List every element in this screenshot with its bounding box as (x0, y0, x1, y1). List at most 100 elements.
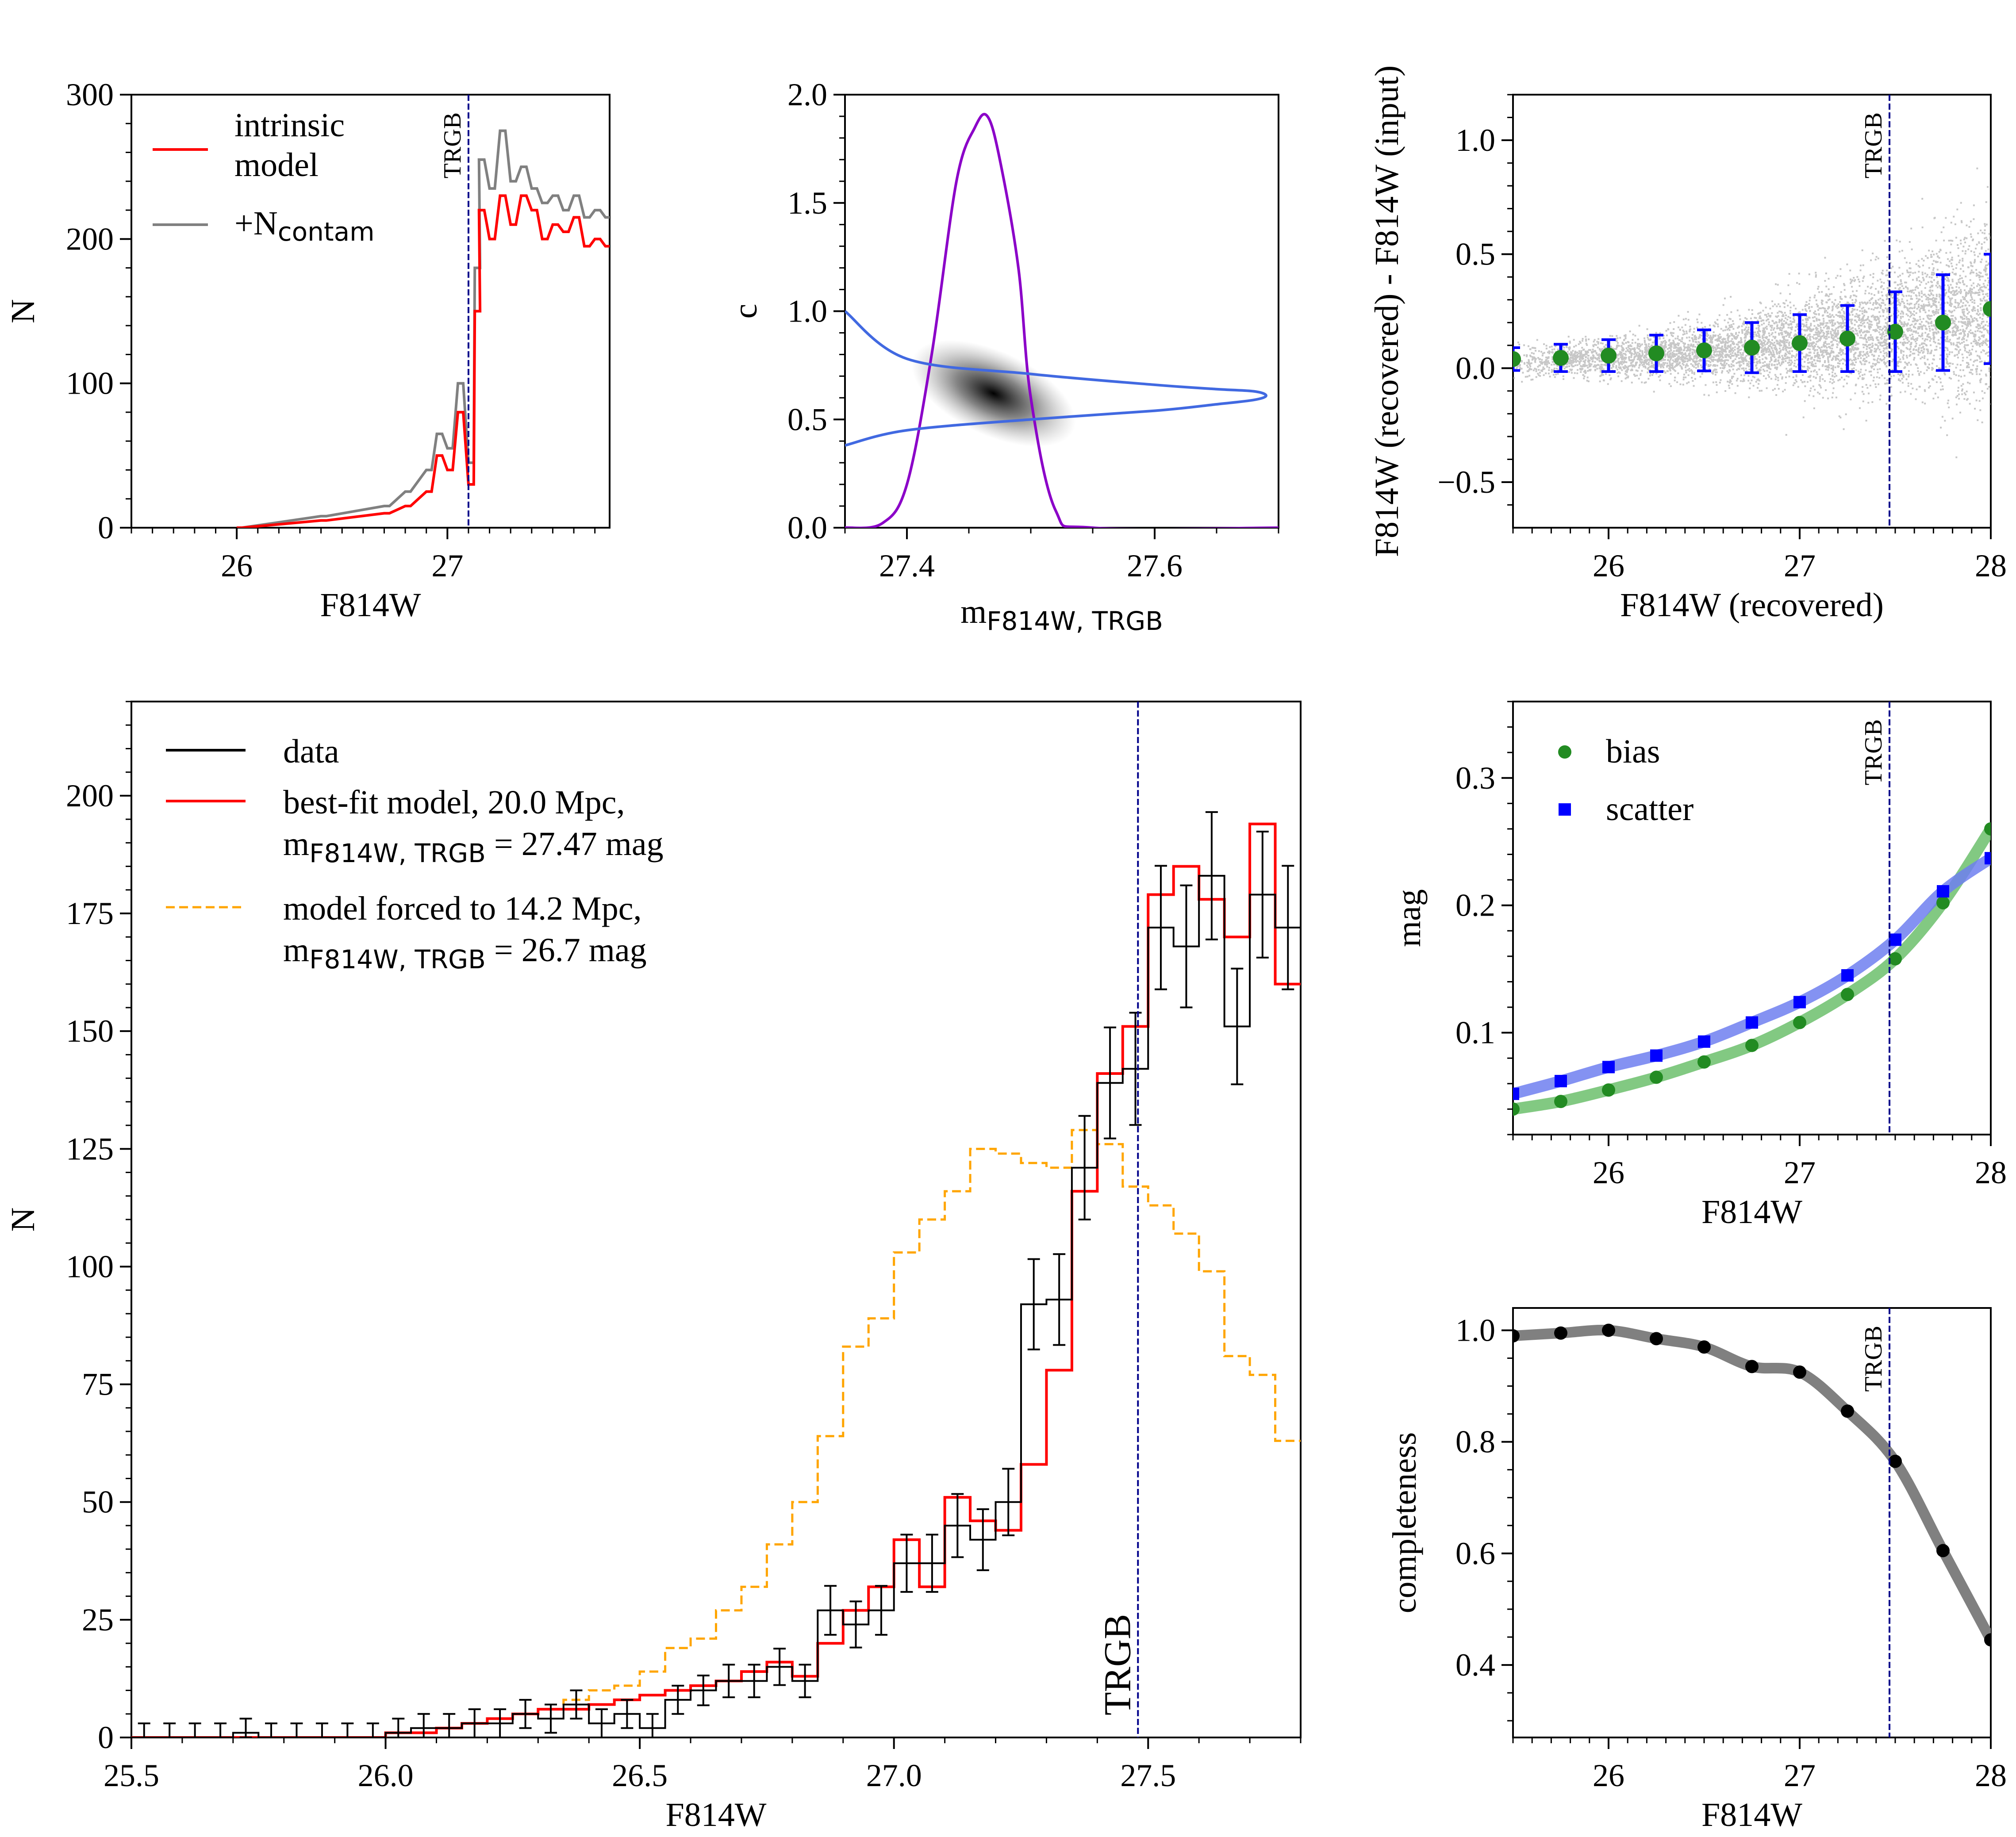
scatter-point (1806, 318, 1809, 320)
scatter-point (1887, 293, 1889, 295)
scatter-point (1839, 298, 1842, 300)
scatter-point (1879, 298, 1882, 300)
scatter-point (1644, 365, 1646, 368)
scatter-point (1758, 383, 1760, 385)
scatter-point (1984, 237, 1986, 239)
scatter-point (1789, 368, 1791, 371)
scatter-point (1746, 323, 1748, 326)
scatter-point (1640, 344, 1642, 346)
scatter-point (1763, 368, 1765, 371)
scatter-point (1809, 296, 1811, 299)
scatter-point (1960, 268, 1962, 270)
scatter-point (1586, 380, 1588, 382)
scatter-point (1919, 386, 1921, 388)
scatter-point (1813, 352, 1815, 354)
scatter-point (1946, 336, 1948, 338)
scatter-point (1528, 375, 1531, 377)
scatter-point (1626, 349, 1628, 351)
scatter-point (1710, 337, 1712, 339)
scatter-point (1712, 335, 1714, 337)
scatter-point (1778, 327, 1781, 330)
scatter-point (1778, 362, 1780, 364)
scatter-point (1648, 358, 1651, 360)
scatter-point (1727, 345, 1729, 347)
scatter-point (1906, 287, 1908, 289)
scatter-point (1875, 319, 1877, 322)
scatter-point (1733, 343, 1735, 345)
scatter-point (1817, 325, 1820, 327)
scatter-point (1576, 364, 1578, 366)
scatter-point (1721, 372, 1723, 374)
scatter-point (1857, 377, 1859, 380)
scatter-point (1757, 339, 1759, 341)
scatter-point (1790, 346, 1793, 349)
scatter-point (1963, 341, 1965, 343)
scatter-point (1941, 271, 1943, 273)
scatter-point (1777, 379, 1779, 381)
scatter-point (1721, 345, 1724, 348)
x-tick-label: 27 (431, 548, 463, 583)
scatter-point (1737, 334, 1739, 337)
scatter-point (1633, 373, 1636, 376)
scatter-point (1794, 334, 1797, 336)
scatter-point (1927, 316, 1929, 318)
scatter-point (1769, 350, 1771, 353)
scatter-point (1845, 413, 1847, 415)
scatter-point (1737, 354, 1740, 356)
scatter-point (1974, 247, 1977, 249)
scatter-point (1978, 325, 1980, 327)
scatter-point (1786, 351, 1789, 353)
scatter-point (1563, 346, 1565, 349)
scatter-point (1646, 353, 1648, 355)
scatter-point (1923, 260, 1925, 262)
scatter-point (1875, 299, 1877, 302)
scatter-point (1677, 349, 1679, 351)
scatter-point (1855, 352, 1857, 354)
scatter-point (1673, 345, 1675, 347)
scatter-point (1921, 327, 1923, 329)
scatter-point (1669, 350, 1671, 353)
scatter-point (1785, 434, 1787, 436)
scatter-point (1838, 322, 1840, 324)
scatter-point (1858, 317, 1860, 319)
scatter-point (1616, 345, 1618, 347)
scatter-point (1697, 341, 1700, 343)
scatter-point (1934, 297, 1936, 299)
scatter-point (1720, 355, 1722, 357)
scatter-point (1663, 354, 1665, 356)
scatter-point (1830, 333, 1832, 335)
scatter-point (1687, 359, 1690, 361)
scatter-point (1933, 260, 1935, 262)
scatter-point (1601, 364, 1603, 366)
scatter-point (1545, 345, 1548, 347)
scatter-point (1934, 319, 1936, 322)
scatter-point (1535, 368, 1537, 370)
scatter-point (1962, 322, 1965, 324)
scatter-point (1955, 396, 1957, 399)
scatter-point (1730, 345, 1732, 347)
scatter-point (1956, 208, 1958, 211)
scatter-point (1616, 335, 1618, 337)
scatter-point (1732, 320, 1734, 322)
scatter-point (1867, 344, 1870, 346)
scatter-point (1728, 341, 1730, 343)
scatter-point (1619, 337, 1621, 339)
scatter-point (1543, 374, 1545, 376)
scatter-point (1763, 370, 1766, 372)
scatter-point (1900, 352, 1902, 354)
scatter-point (1547, 351, 1549, 353)
scatter-point (1973, 340, 1975, 342)
scatter-point (1892, 302, 1894, 304)
scatter-point (1597, 338, 1600, 340)
scatter-point (1683, 343, 1686, 345)
scatter-point (1785, 353, 1787, 355)
scatter-point (1910, 295, 1912, 297)
scatter-point (1568, 353, 1570, 355)
scatter-point (1728, 354, 1730, 357)
scatter-point (1795, 334, 1797, 336)
scatter-point (1726, 334, 1728, 337)
scatter-point (1685, 355, 1687, 357)
scatter-point (1931, 325, 1933, 327)
scatter-point (1710, 355, 1713, 357)
scatter-point (1888, 287, 1890, 289)
